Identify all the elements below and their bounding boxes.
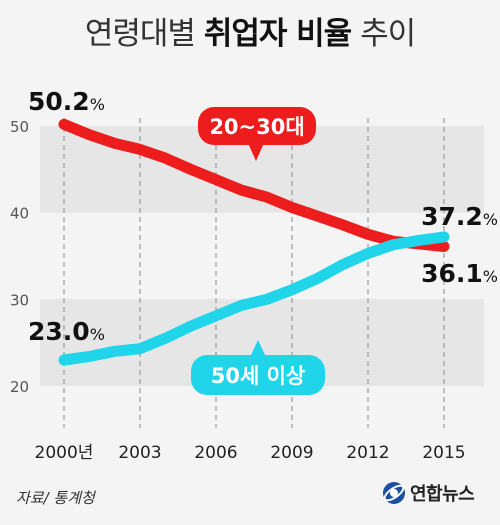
x-tick-label: 2006 xyxy=(194,443,237,463)
title-prefix: 연령대별 xyxy=(84,16,196,52)
y-tick-label: 20 xyxy=(10,378,29,396)
legend-young-box xyxy=(198,107,316,145)
x-tick-label: 2003 xyxy=(118,443,161,463)
legend-young-label: 20~30대 xyxy=(209,115,304,139)
y-tick-label: 40 xyxy=(10,205,29,223)
x-tick-label: 2009 xyxy=(270,443,313,463)
y-tick-label: 30 xyxy=(10,291,29,309)
publisher-logo: 연합뉴스 xyxy=(382,480,475,506)
legend-old-label: 50세 이상 xyxy=(211,364,306,388)
legend-young-pointer xyxy=(248,143,264,161)
series-line xyxy=(58,118,450,252)
source-note: 자료/ 통계청 xyxy=(16,489,95,507)
yonhap-logo-icon xyxy=(383,482,405,504)
x-tick-label: 2012 xyxy=(346,443,389,463)
series-line xyxy=(58,231,450,366)
legend-old-pointer xyxy=(250,340,266,357)
title-emphasis: 취업자 비율 xyxy=(203,16,352,52)
title-suffix: 추이 xyxy=(360,16,416,52)
data-label-end-young: 36.1% xyxy=(421,259,498,288)
legend-old-box xyxy=(191,355,325,395)
data-label-start-old: 23.0% xyxy=(28,317,105,346)
y-tick-label: 50 xyxy=(10,118,29,136)
x-tick-label: 2000년 xyxy=(35,443,94,463)
chart-title: 연령대별 취업자 비율 추이 xyxy=(0,8,500,53)
data-label-end-old: 37.2% xyxy=(421,202,498,231)
data-label-start-young: 50.2% xyxy=(28,87,105,116)
x-tick-label: 2015 xyxy=(422,443,465,463)
logo-text: 연합뉴스 xyxy=(410,484,475,505)
